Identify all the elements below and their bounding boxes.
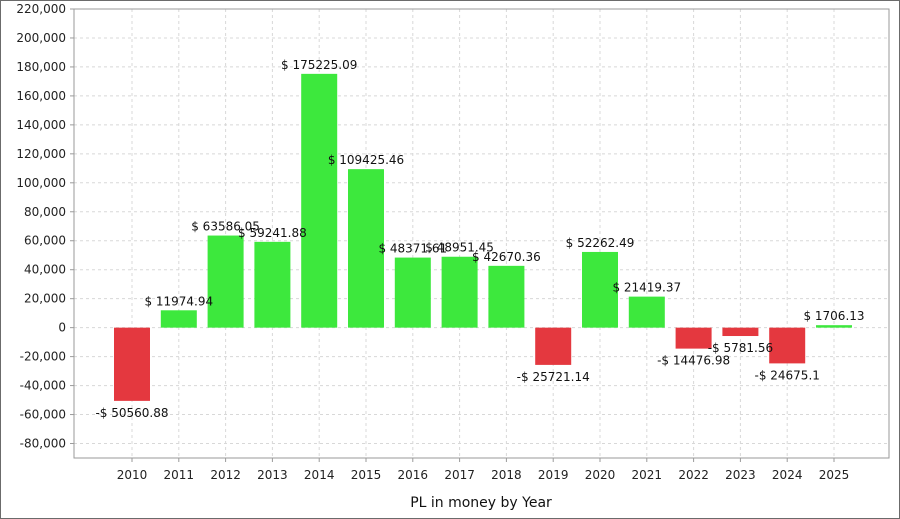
bars [114,73,852,401]
y-tick-label: 0 [58,321,66,335]
x-tick-label: 2023 [725,468,756,482]
x-tick-label: 2022 [678,468,709,482]
data-label: $ 21419.37 [612,281,681,295]
x-tick-label: 2020 [585,468,616,482]
x-tick-label: 2012 [210,468,241,482]
y-tick-label: 60,000 [24,234,66,248]
data-label: -$ 24675.1 [754,368,819,382]
bar [254,241,291,328]
x-tick-label: 2025 [819,468,850,482]
x-tick-label: 2014 [304,468,335,482]
y-tick-label: 40,000 [24,263,66,277]
x-tick-label: 2024 [772,468,803,482]
data-label: $ 48371.61 [378,242,447,256]
y-tick-label: 100,000 [16,176,66,190]
data-label: -$ 25721.14 [517,370,590,384]
bar [769,327,806,364]
x-tick-label: 2010 [117,468,148,482]
y-tick-label: -40,000 [20,379,66,393]
data-label: $ 63586.05 [191,220,260,234]
y-tick-label: 80,000 [24,205,66,219]
x-tick-label: 2016 [398,468,429,482]
bar [816,325,852,328]
data-label: $ 1706.13 [803,309,864,323]
y-tick-label: 160,000 [16,89,66,103]
data-label: $ 175225.09 [281,58,357,72]
y-tick-label: 140,000 [16,118,66,132]
data-label: -$ 5781.56 [708,341,773,355]
data-label: $ 52262.49 [566,236,635,250]
bar [160,310,197,328]
bar [394,257,431,328]
axes [70,8,890,462]
y-tick-label: 180,000 [16,60,66,74]
grid-lines [74,8,889,458]
data-label: -$ 14476.98 [657,354,730,368]
y-tick-label: -80,000 [20,437,66,451]
bar [488,265,525,328]
data-label: -$ 50560.88 [95,406,168,420]
y-tick-label: 20,000 [24,292,66,306]
data-label: $ 11974.94 [144,294,213,308]
bar [628,296,665,328]
bar [582,251,618,328]
bar [441,256,478,328]
x-tick-label: 2018 [491,468,522,482]
y-tick-labels: 220,000 200,000 180,000 160,000 140,000 120,0… [16,2,66,451]
y-tick-label: 220,000 [16,2,66,16]
bar [114,327,150,401]
y-tick-label: 120,000 [16,147,66,161]
data-labels: -$ 50560.88 $ 11974.94 $ 63586.05$ 59241.8… [95,58,864,420]
bar [675,327,712,349]
data-label: $ 42670.36 [472,250,541,264]
bar [301,73,338,328]
y-tick-label: 200,000 [16,31,66,45]
bar [348,169,384,328]
y-tick-label: -20,000 [20,350,66,364]
x-tick-label: 2021 [632,468,663,482]
x-tick-label: 2015 [351,468,382,482]
data-label: $ 48951.45 [425,241,494,255]
x-tick-labels: 2010 2011 2012 2013 2014 2015 2016 2017 2018 2019… [117,468,850,482]
y-tick-label: -60,000 [20,408,66,422]
x-tick-label: 2013 [257,468,288,482]
x-tick-label: 2019 [538,468,569,482]
data-label: $ 59241.88 [238,226,307,240]
bar [207,235,244,328]
x-axis-title: PL in money by Year [410,495,552,511]
plot-border [73,8,890,459]
x-tick-label: 2011 [164,468,195,482]
bar [535,327,572,365]
data-label: $ 109425.46 [328,153,404,167]
bar [722,327,759,337]
x-tick-label: 2017 [444,468,475,482]
